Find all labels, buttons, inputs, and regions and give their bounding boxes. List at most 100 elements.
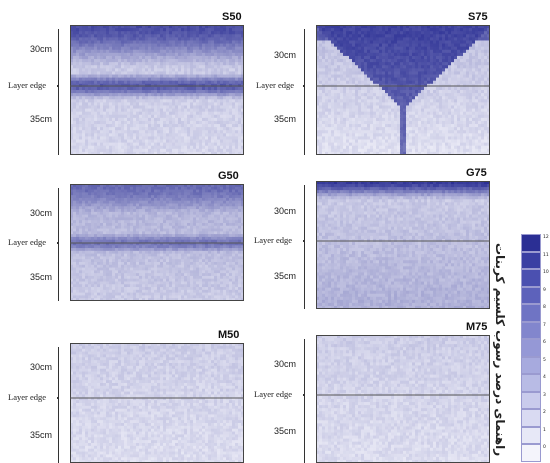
heatmap-cell	[235, 52, 239, 57]
heatmap-cell	[355, 77, 359, 82]
heatmap-cell	[238, 117, 242, 122]
heatmap-cell	[445, 105, 449, 110]
heatmap-cell	[454, 86, 458, 91]
heatmap-cell	[463, 52, 467, 57]
heatmap-cell	[76, 93, 80, 97]
heatmap-cell	[424, 28, 428, 32]
heatmap-cell	[466, 133, 470, 138]
heatmap-cell	[451, 133, 455, 138]
heatmap-cell	[442, 148, 446, 153]
heatmap-cell	[346, 139, 350, 144]
heatmap-cell	[94, 142, 98, 147]
heatmap-cell	[148, 99, 152, 103]
heatmap-cell	[358, 93, 362, 97]
heatmap-cell	[106, 127, 110, 131]
heatmap-cell	[115, 25, 119, 29]
heatmap-cell	[151, 184, 155, 188]
heatmap-cell	[340, 28, 344, 32]
heatmap-cell	[331, 49, 335, 54]
heatmap-cell	[211, 74, 215, 79]
heatmap-cell	[382, 43, 386, 48]
heatmap-cell	[451, 120, 455, 125]
heatmap-cell	[193, 148, 197, 153]
heatmap-cell	[367, 127, 371, 131]
heatmap-cell	[466, 37, 470, 42]
heatmap-cell	[451, 148, 455, 153]
heatmap-cell	[184, 184, 188, 188]
heatmap-cell	[448, 59, 452, 63]
heatmap-cell	[127, 49, 131, 54]
heatmap-cell	[190, 43, 194, 48]
heatmap-cell	[181, 55, 185, 60]
heatmap-cell	[130, 186, 134, 191]
heatmap-cell	[346, 74, 350, 79]
heatmap-cell	[181, 105, 185, 110]
heatmap-cell	[178, 151, 182, 155]
heatmap-cell	[475, 74, 479, 79]
heatmap-cell	[451, 68, 455, 73]
heatmap-cell	[346, 120, 350, 125]
heatmap-cell	[172, 86, 176, 91]
heatmap-cell	[184, 120, 188, 125]
heatmap-cell	[460, 151, 464, 155]
heatmap-cell	[406, 74, 410, 79]
heatmap-cell	[202, 105, 206, 110]
heatmap-cell	[100, 124, 104, 128]
heatmap-cell	[241, 111, 244, 116]
heatmap-cell	[478, 105, 482, 110]
heatmap-cell	[355, 90, 359, 94]
heatmap-cell	[319, 37, 323, 42]
heatmap-cell	[181, 74, 185, 79]
heatmap-cell	[379, 59, 383, 63]
heatmap-cell	[322, 80, 326, 85]
heatmap-cell	[442, 34, 446, 38]
heatmap-cell	[100, 151, 104, 155]
heatmap-cell	[100, 34, 104, 38]
heatmap-cell	[409, 25, 413, 29]
heatmap-cell	[187, 136, 191, 141]
heatmap-cell	[325, 139, 329, 144]
heatmap-cell	[199, 130, 203, 134]
heatmap-cell	[373, 133, 377, 138]
heatmap-cell	[109, 86, 113, 91]
heatmap-cell	[379, 145, 383, 150]
heatmap-cell	[394, 80, 398, 85]
heatmap-cell	[460, 90, 464, 94]
heatmap-cell	[346, 96, 350, 100]
heatmap-cell	[391, 55, 395, 60]
heatmap-cell	[142, 108, 146, 113]
heatmap-cell	[388, 151, 392, 155]
heatmap-cell	[88, 80, 92, 85]
heatmap-cell	[193, 49, 197, 54]
heatmap-cell	[118, 102, 122, 107]
heatmap-cell	[229, 145, 233, 150]
heatmap-cell	[454, 127, 458, 131]
heatmap-cell	[400, 142, 404, 147]
heatmap-cell	[112, 96, 116, 100]
heatmap-cell	[364, 74, 368, 79]
heatmap-cell	[214, 90, 218, 94]
heatmap-cell	[130, 31, 134, 35]
heatmap-cell	[394, 40, 398, 45]
heatmap-cell	[406, 114, 410, 119]
heatmap-cell	[319, 55, 323, 60]
heatmap-cell	[148, 130, 152, 134]
heatmap-cell	[151, 90, 155, 94]
heatmap-cell	[430, 59, 434, 63]
heatmap-cell	[85, 117, 89, 122]
heatmap-cell	[430, 90, 434, 94]
heatmap-cell	[121, 114, 125, 119]
heatmap-cell	[232, 139, 236, 144]
heatmap-cell	[400, 145, 404, 150]
heatmap-cell	[316, 96, 320, 100]
heatmap-cell	[322, 77, 326, 82]
heatmap-cell	[163, 96, 167, 100]
heatmap-cell	[358, 52, 362, 57]
heatmap-cell	[208, 46, 212, 51]
heatmap-cell	[178, 124, 182, 128]
heatmap-cell	[112, 62, 116, 66]
heatmap-cell	[175, 43, 179, 48]
heatmap-cell	[472, 96, 476, 100]
heatmap-cell	[76, 43, 80, 48]
heatmap-cell	[436, 90, 440, 94]
